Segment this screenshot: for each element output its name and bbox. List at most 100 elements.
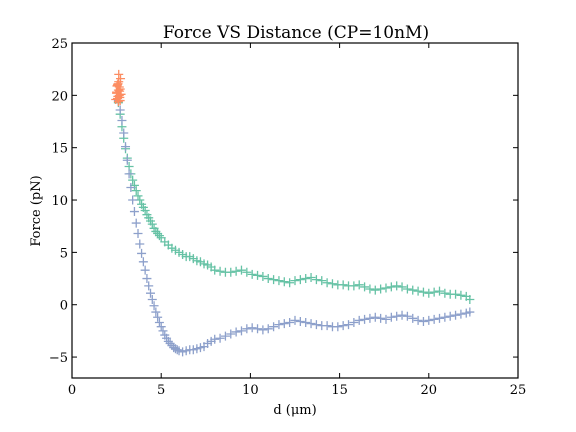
- data-point: [137, 248, 147, 258]
- data-point: [231, 266, 241, 276]
- y-tick-label: −5: [49, 351, 68, 366]
- series-3: [111, 69, 126, 107]
- data-point: [236, 326, 246, 336]
- data-point: [360, 282, 370, 292]
- data-point: [269, 322, 279, 332]
- data-point: [226, 267, 236, 277]
- data-point: [386, 282, 396, 292]
- data-point: [413, 315, 423, 325]
- data-point: [360, 314, 370, 324]
- data-point: [269, 275, 279, 285]
- data-point: [301, 274, 311, 284]
- data-point: [140, 206, 150, 215]
- data-point: [402, 311, 412, 321]
- data-point: [151, 307, 161, 317]
- data-point: [392, 281, 402, 291]
- data-point: [140, 265, 150, 275]
- data-point: [333, 322, 343, 332]
- data-point: [365, 284, 375, 294]
- data-point: [338, 321, 348, 331]
- data-point: [317, 276, 327, 286]
- data-point: [115, 105, 125, 115]
- x-tick-label: 5: [157, 383, 165, 398]
- data-point: [226, 329, 236, 339]
- data-point: [263, 324, 273, 334]
- data-point: [122, 155, 132, 165]
- data-point: [408, 285, 418, 295]
- data-point: [285, 318, 295, 328]
- data-point: [242, 324, 252, 334]
- data-point: [215, 266, 225, 276]
- data-point: [133, 191, 143, 201]
- data-point: [451, 289, 461, 299]
- data-point: [258, 271, 268, 281]
- data-point: [131, 218, 141, 228]
- data-point: [128, 175, 138, 185]
- data-point: [322, 321, 332, 331]
- x-tick-label: 25: [510, 383, 527, 398]
- data-point: [370, 285, 380, 295]
- axis-ticks: 0 5 10 15 20 25 −5 0 5 10 15 20 25: [49, 37, 526, 398]
- data-point: [456, 309, 466, 319]
- y-axis-label: Force (pN): [29, 175, 44, 246]
- plot-marks: [111, 69, 475, 357]
- data-point: [306, 319, 316, 329]
- data-point: [424, 288, 434, 298]
- data-point: [429, 314, 439, 324]
- data-point: [365, 313, 375, 323]
- data-point: [381, 283, 391, 293]
- series-2: [113, 96, 475, 357]
- data-point: [210, 334, 220, 344]
- data-point: [402, 284, 412, 294]
- data-point: [126, 182, 136, 192]
- data-point: [153, 312, 163, 322]
- data-point: [338, 280, 348, 290]
- data-point: [274, 320, 284, 330]
- data-point: [220, 331, 230, 341]
- data-point: [418, 316, 428, 326]
- data-point: [274, 276, 284, 286]
- data-point: [231, 327, 241, 337]
- y-tick-label: 0: [60, 299, 68, 314]
- data-point: [381, 314, 391, 324]
- data-point: [236, 265, 246, 275]
- data-point: [119, 128, 129, 138]
- data-point: [413, 286, 423, 296]
- chart-title: Force VS Distance (CP=10nM): [163, 23, 429, 43]
- data-point: [147, 219, 157, 229]
- data-point: [306, 273, 316, 282]
- data-point: [253, 270, 263, 280]
- data-point: [115, 86, 125, 96]
- data-point: [247, 323, 257, 333]
- data-point: [465, 307, 475, 317]
- data-point: [311, 275, 321, 285]
- data-point: [327, 279, 337, 289]
- y-tick-label: 20: [51, 89, 68, 104]
- data-point: [435, 313, 445, 323]
- data-point: [158, 326, 168, 336]
- data-point: [116, 74, 126, 84]
- y-tick-label: 15: [51, 142, 68, 157]
- data-point: [149, 301, 159, 311]
- data-point: [144, 281, 154, 291]
- data-point: [124, 169, 134, 179]
- data-point: [131, 186, 141, 196]
- data-point: [258, 325, 268, 335]
- data-point: [128, 195, 138, 205]
- data-point: [301, 318, 311, 328]
- data-point: [451, 310, 461, 320]
- data-point: [114, 69, 124, 79]
- data-point: [210, 265, 220, 275]
- data-point: [121, 142, 131, 152]
- data-point: [113, 79, 123, 89]
- data-point: [429, 287, 439, 297]
- data-point: [129, 207, 139, 217]
- data-point: [142, 274, 152, 284]
- data-point: [290, 315, 300, 325]
- data-point: [392, 311, 402, 321]
- series-1: [113, 98, 475, 304]
- data-point: [465, 294, 475, 304]
- data-point: [145, 288, 155, 298]
- data-point: [285, 278, 295, 288]
